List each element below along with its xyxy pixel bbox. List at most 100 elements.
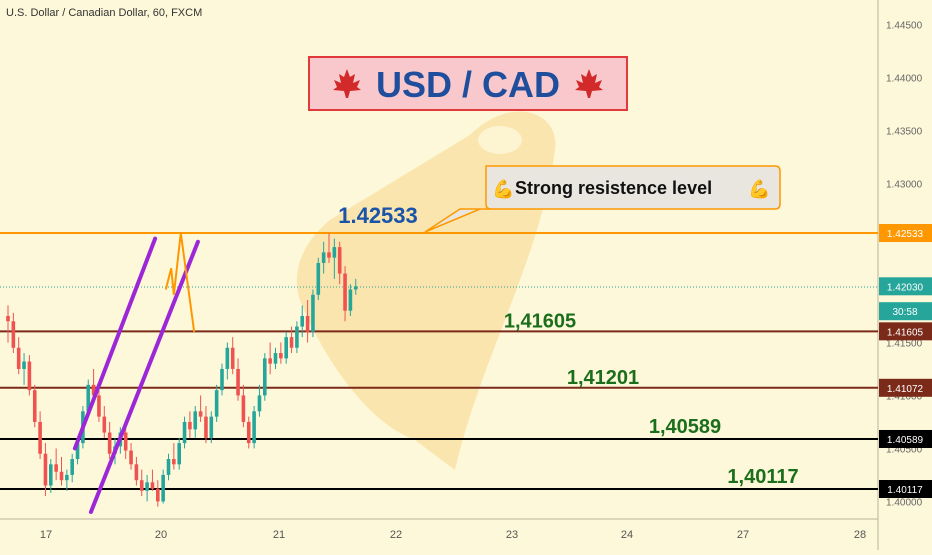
price-tag-text: 1.40117 (887, 485, 923, 496)
candlestick-series (6, 233, 358, 507)
candle-body (337, 247, 342, 274)
candle-body (59, 471, 64, 481)
candle-body (300, 315, 305, 327)
candle-body (225, 347, 230, 369)
candle-body (161, 474, 165, 502)
candle-body (123, 432, 128, 451)
x-tick-label: 27 (737, 529, 749, 541)
candle-body (43, 453, 48, 486)
candle-body (284, 337, 288, 359)
candle-body (343, 273, 347, 311)
candle-body (198, 411, 203, 417)
maple-leaf-icon (333, 69, 361, 98)
price-tag (879, 480, 932, 498)
x-tick-label: 24 (621, 529, 633, 541)
price-tag (879, 302, 932, 321)
candle-body (75, 443, 80, 460)
flexed-biceps-icon: 💪 (492, 178, 514, 199)
banner-title: USD / CAD (376, 64, 560, 105)
projection-path (164, 232, 196, 332)
x-tick-label: 22 (390, 529, 402, 541)
candle-body (70, 459, 74, 475)
x-axis-ticks: 17 20 21 22 23 24 27 28 (40, 529, 866, 541)
level-label: 1,41201 (567, 367, 639, 389)
price-tag-text: 1.41605 (887, 327, 924, 338)
candle-body (348, 289, 353, 311)
channel-upper-line (72, 236, 158, 451)
candle-body (268, 358, 272, 364)
horizontal-levels (0, 232, 878, 490)
y-tick-label: 1.41500 (886, 338, 923, 349)
price-tag-text: 1.42533 (887, 229, 924, 240)
y-tick-label: 1.41000 (886, 391, 923, 402)
candle-body (305, 315, 310, 332)
candle-body (252, 411, 256, 444)
candle-body (49, 464, 53, 486)
candle-body (321, 252, 326, 263)
x-tick-label: 23 (506, 529, 518, 541)
candle-body (107, 432, 112, 454)
candle-body (27, 361, 32, 391)
level-label: 1,40589 (649, 416, 721, 438)
candle-body (16, 347, 21, 369)
candle-body (316, 262, 321, 295)
y-tick-label: 1.40000 (886, 497, 923, 508)
symbol-header: U.S. Dollar / Canadian Dollar, 60, FXCM (6, 7, 202, 19)
price-tag-text: 30:58 (892, 307, 917, 318)
candle-body (295, 326, 299, 348)
candle-body (204, 416, 208, 438)
price-tag (879, 277, 932, 296)
price-tag-text: 1.41072 (887, 384, 924, 395)
x-tick-label: 21 (273, 529, 285, 541)
candle-body (214, 390, 219, 417)
level-labels: 1.42533 1,41605 1,41201 1,40589 1,40117 (338, 203, 798, 488)
candle-body (97, 395, 101, 417)
candle-body (263, 358, 267, 396)
candle-body (236, 368, 240, 396)
y-tick-label: 1.40500 (886, 444, 923, 455)
candle-body (86, 384, 91, 412)
candle-body (91, 384, 96, 396)
x-tick-label: 17 (40, 529, 52, 541)
x-tick-label: 28 (854, 529, 866, 541)
candle-body (22, 361, 26, 369)
price-tag (879, 429, 932, 448)
candle-body (129, 450, 133, 465)
candle-body (246, 421, 251, 444)
ascending-channel (72, 236, 200, 514)
price-axis-labels: 1.42533 1.42030 30:58 1.41605 1.41072 1.40589… (879, 224, 932, 498)
price-tag (879, 378, 932, 397)
candle-body (327, 252, 331, 258)
maple-leaf-icon (575, 69, 603, 98)
price-tag (879, 322, 932, 341)
y-tick-label: 1.43500 (886, 127, 923, 138)
candle-body (32, 390, 37, 422)
level-label: 1,40117 (727, 466, 798, 488)
title-banner: USD / CAD (308, 56, 628, 111)
candle-body (150, 482, 155, 489)
candle-body (11, 321, 16, 348)
candle-body (193, 411, 198, 430)
candle-body (38, 421, 42, 454)
candle-body (65, 474, 69, 481)
candle-body (54, 464, 58, 472)
candle-body (311, 294, 315, 332)
candle-body (332, 247, 337, 258)
y-tick-label: 1.43000 (886, 180, 923, 191)
price-tag (879, 224, 932, 242)
y-tick-label: 1.44500 (886, 21, 923, 32)
level-label: 1.42533 (338, 203, 418, 228)
candle-body (188, 421, 192, 430)
channel-lower-line (88, 239, 200, 514)
candle-body (257, 395, 262, 412)
candle-body (156, 488, 160, 502)
level-label: 1,41605 (504, 310, 576, 332)
candle-body (172, 459, 176, 465)
flexed-biceps-icon: 💪 (748, 178, 770, 199)
resistance-callout: 💪 Strong resistence level 💪 (424, 165, 781, 233)
y-tick-label: 1.44000 (886, 74, 923, 85)
candle-body (102, 416, 107, 433)
candle-body (145, 482, 149, 491)
